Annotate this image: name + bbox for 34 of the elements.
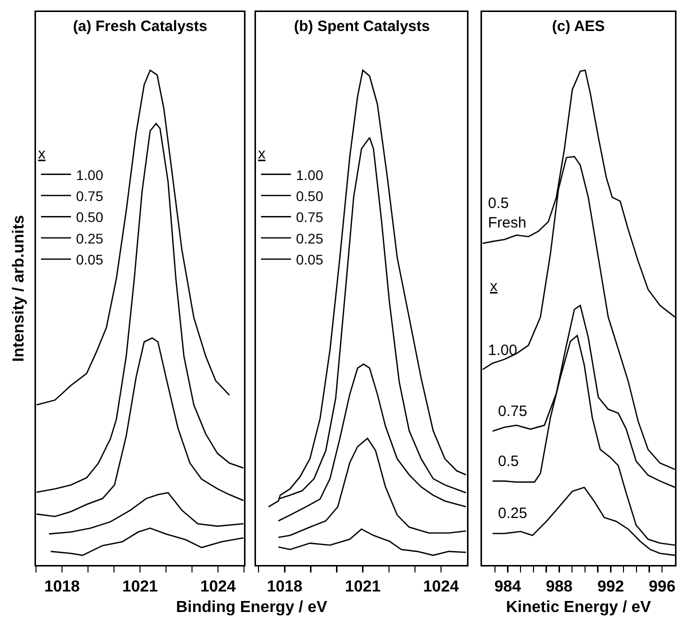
- x-tick-label: 1024: [200, 578, 236, 596]
- x-tick-label: 988: [546, 578, 573, 596]
- x-axis-title: Kinetic Energy / eV: [506, 599, 652, 616]
- x-axis-title: Binding Energy / eV: [176, 599, 328, 616]
- series-label: 0.25: [498, 505, 528, 522]
- legend-label: 1.00: [76, 166, 104, 183]
- series-label: 0.5 Fresh: [488, 195, 526, 232]
- x-tick-label: 1018: [266, 578, 303, 596]
- x-tick-label: 992: [597, 578, 624, 596]
- x-tick-label: 996: [648, 578, 676, 596]
- legend-label: 0.75: [76, 188, 104, 204]
- legend-title: x: [38, 146, 46, 163]
- series-label: 0.5: [498, 453, 519, 470]
- x-tick-label: 1024: [423, 578, 459, 596]
- legend-label: 0.05: [296, 252, 324, 268]
- legend-label: 0.50: [296, 188, 324, 204]
- chart-title: (b) Spent Catalysts: [294, 18, 430, 35]
- legend-label: 0.25: [76, 230, 104, 246]
- x-tick-label: 1018: [44, 578, 80, 596]
- annotation: x: [490, 278, 498, 295]
- x-tick-label: 1021: [345, 578, 381, 596]
- legend-label: 0.50: [76, 209, 104, 226]
- y-axis-title: Intensity / arb.units: [10, 215, 28, 362]
- legend-label: 0.25: [296, 230, 324, 246]
- legend-label: 0.05: [76, 252, 104, 268]
- legend-title: x: [258, 146, 266, 163]
- legend-label: 0.75: [296, 209, 324, 226]
- legend-label: 1.00: [296, 166, 324, 183]
- chart-title: (a) Fresh Catalysts: [73, 18, 208, 35]
- series-label: 0.75: [498, 403, 528, 420]
- series-label: 1.00: [488, 342, 518, 359]
- x-tick-label: 1021: [122, 578, 158, 596]
- x-tick-label: 984: [494, 578, 522, 596]
- chart-title: (c) AES: [552, 18, 605, 35]
